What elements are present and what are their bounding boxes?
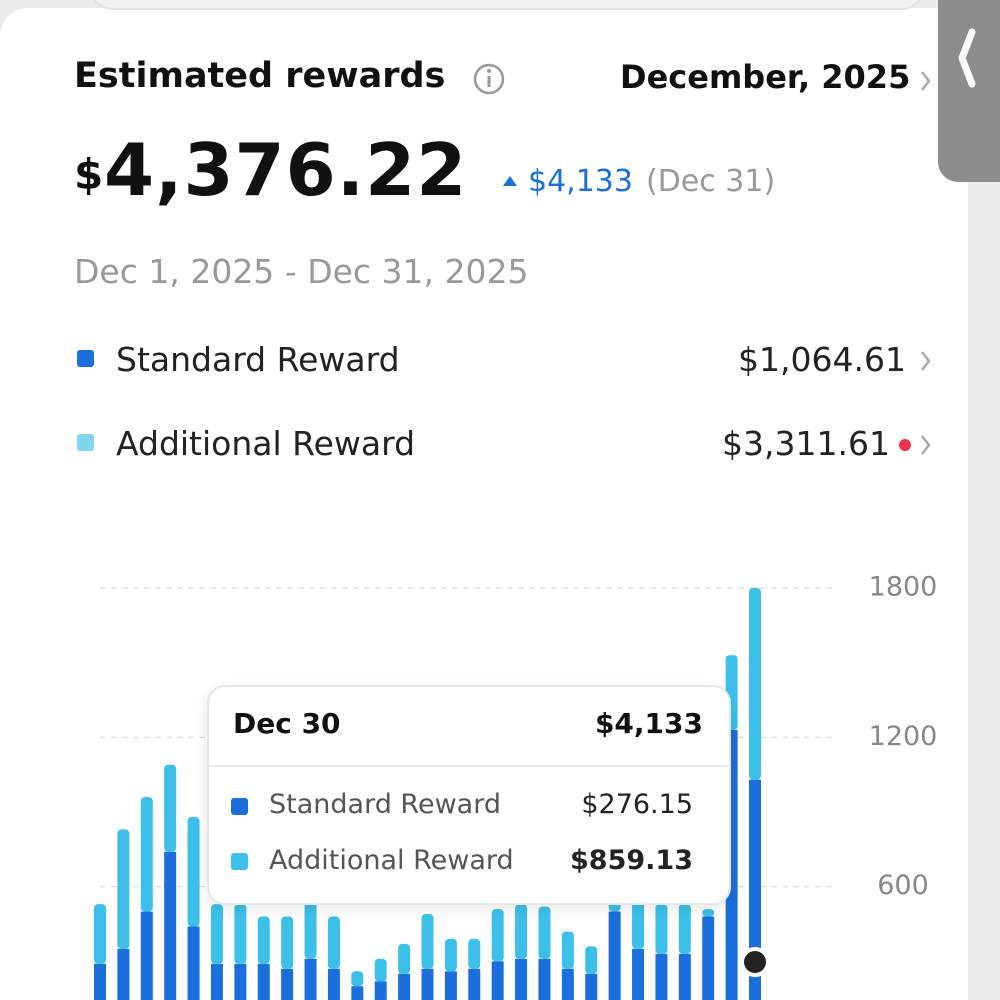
bar-segment: [327, 968, 340, 1000]
bar-segment: [655, 904, 668, 954]
bar-segment: [444, 938, 457, 972]
divider: [209, 765, 729, 767]
bar-segment: [585, 946, 598, 974]
bar-segment: [140, 911, 153, 1000]
total-amount: 4,376.22: [104, 128, 468, 212]
bar-segment: [94, 904, 106, 964]
chevron: [921, 71, 931, 91]
notification-dot: [899, 439, 911, 451]
bar-segment: [608, 911, 621, 1000]
y-tick-label: 1200: [869, 721, 938, 752]
bar-segment: [632, 899, 645, 949]
bar-segment: [351, 971, 364, 987]
bar-segment: [515, 904, 528, 959]
side-tab[interactable]: [938, 0, 1000, 182]
legend-swatch: [77, 434, 94, 451]
bar-segment: [304, 901, 317, 959]
y-tick-label: 600: [877, 870, 929, 901]
currency: $: [74, 150, 104, 199]
back-chevron: [958, 28, 976, 88]
bar-segment: [749, 779, 761, 1000]
bar-segment: [444, 971, 457, 1000]
bar-segment: [421, 968, 434, 1000]
bar-segment: [304, 958, 317, 1000]
bar-segment: [327, 916, 340, 969]
legend-swatch: [231, 798, 248, 815]
bar-segment: [210, 904, 223, 964]
bar-segment: [561, 968, 574, 1000]
y-tick-label: 1800: [869, 572, 938, 603]
bar-segment: [187, 926, 200, 1000]
bar-segment: [678, 904, 691, 954]
bar-segment: [515, 958, 528, 1000]
bar-segment: [468, 938, 481, 969]
bar-segment: [749, 588, 761, 780]
bar-segment: [374, 981, 387, 1000]
tooltip: Dec 30 $4,133 Standard Reward $276.15 Ad…: [207, 685, 731, 905]
bar-segment: [210, 963, 223, 1000]
bar-segment: [702, 916, 715, 1000]
breakdown-label: Additional Reward: [116, 424, 416, 463]
bar-segment: [678, 953, 691, 1000]
breakdown-amount[interactable]: $3,311.61: [722, 424, 890, 463]
bar-segment: [561, 931, 574, 969]
bar-segment: [281, 916, 294, 969]
tooltip-amount: $859.13: [570, 845, 693, 876]
bar-segment: [187, 816, 200, 927]
selection-dot: [740, 947, 770, 977]
breakdown-label: Standard Reward: [116, 340, 400, 379]
bar-segment: [468, 968, 481, 1000]
bar-segment: [164, 764, 177, 852]
bar-segment: [234, 963, 247, 1000]
bar-segment: [585, 973, 598, 1000]
chevron: [921, 435, 931, 455]
bar-segment: [655, 953, 668, 1000]
tooltip-label: Standard Reward: [269, 789, 501, 820]
bar-segment: [491, 961, 504, 1000]
bar-segment: [257, 916, 270, 964]
bar-segment: [281, 968, 294, 1000]
change-amount: $4,133: [528, 164, 633, 199]
tooltip-date: Dec 30: [233, 707, 341, 740]
bar-segment: [117, 829, 130, 949]
bar-segment: [398, 973, 411, 1000]
breakdown-amount[interactable]: $1,064.61: [738, 340, 906, 379]
bar-segment: [234, 904, 247, 964]
bar-segment: [421, 914, 434, 969]
bar-segment: [374, 958, 387, 982]
up-arrow: [503, 176, 517, 186]
info-icon[interactable]: [472, 62, 506, 96]
tooltip-total: $4,133: [594, 707, 703, 740]
bar-segment: [140, 797, 153, 912]
bar-segment: [164, 851, 177, 1000]
bar-segment: [538, 906, 551, 959]
bar-segment: [257, 963, 270, 1000]
bar-segment: [351, 986, 364, 1000]
bar-segment: [632, 948, 645, 1000]
bar-segment: [538, 958, 551, 1000]
bar-segment: [702, 909, 715, 917]
legend-swatch: [231, 853, 248, 870]
bar-segment: [94, 963, 106, 1000]
bar-segment: [491, 909, 504, 962]
bar-segment: [117, 948, 130, 1000]
chevron: [921, 351, 931, 371]
title: Estimated rewards: [74, 56, 446, 96]
month-selector[interactable]: December, 2025: [620, 58, 911, 96]
legend-swatch: [77, 350, 94, 367]
change-date: (Dec 31): [646, 164, 776, 199]
date-range: Dec 1, 2025 - Dec 31, 2025: [74, 252, 529, 291]
bar-segment: [398, 943, 411, 974]
tooltip-amount: $276.15: [581, 789, 693, 820]
tooltip-label: Additional Reward: [269, 845, 514, 876]
